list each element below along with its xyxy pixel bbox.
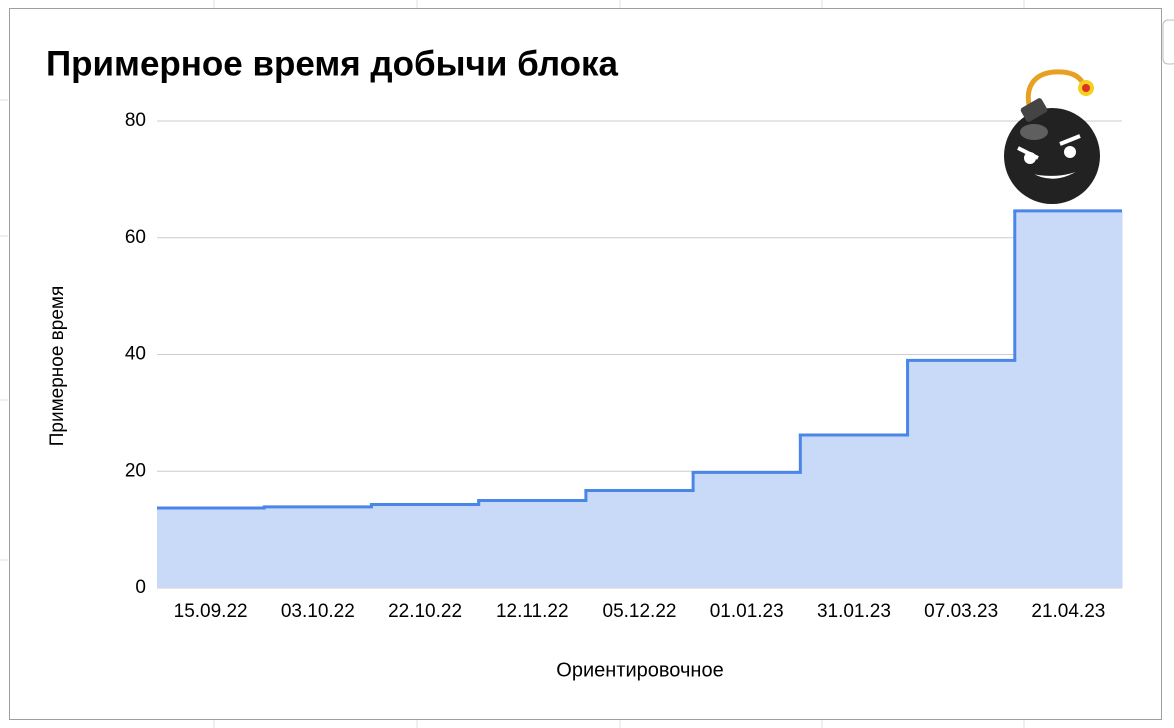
y-axis-label: Примерное время [47, 286, 68, 447]
area-step [371, 504, 480, 588]
x-tick-label: 15.09.22 [174, 601, 248, 622]
y-tick-label: 0 [135, 577, 146, 598]
area-step [907, 360, 1016, 588]
x-tick-label: 01.01.23 [710, 601, 784, 622]
x-tick-label: 03.10.22 [281, 601, 355, 622]
y-tick-label: 40 [125, 344, 146, 365]
x-tick-label: 07.03.23 [924, 601, 998, 622]
area-step [693, 472, 801, 588]
x-tick-label: 21.04.23 [1031, 601, 1105, 622]
area-step [157, 508, 265, 588]
x-tick-label: 31.01.23 [817, 601, 891, 622]
x-tick-label: 12.11.22 [496, 601, 569, 622]
x-tick-label: 22.10.22 [388, 601, 462, 622]
area-step [264, 506, 372, 588]
area-step [585, 490, 694, 588]
area-step [478, 500, 587, 588]
x-tick-label: 05.12.22 [603, 601, 677, 622]
y-tick-label: 80 [125, 110, 146, 131]
area-step [800, 435, 909, 588]
sheet-grid [0, 0, 1025, 728]
chart-title: Примерное время добычи блока [46, 44, 619, 83]
y-tick-label: 20 [125, 460, 146, 481]
area-step [1014, 210, 1123, 588]
scroll-handle[interactable] [1162, 19, 1174, 65]
bomb-icon [1004, 69, 1100, 204]
x-axis-label: Ориентировочное [556, 659, 723, 681]
plot-area: 0 20 40 60 80 15.09.22 03.10.22 22.10.22 12.11.2… [125, 110, 1123, 622]
y-tick-label: 60 [125, 227, 146, 248]
